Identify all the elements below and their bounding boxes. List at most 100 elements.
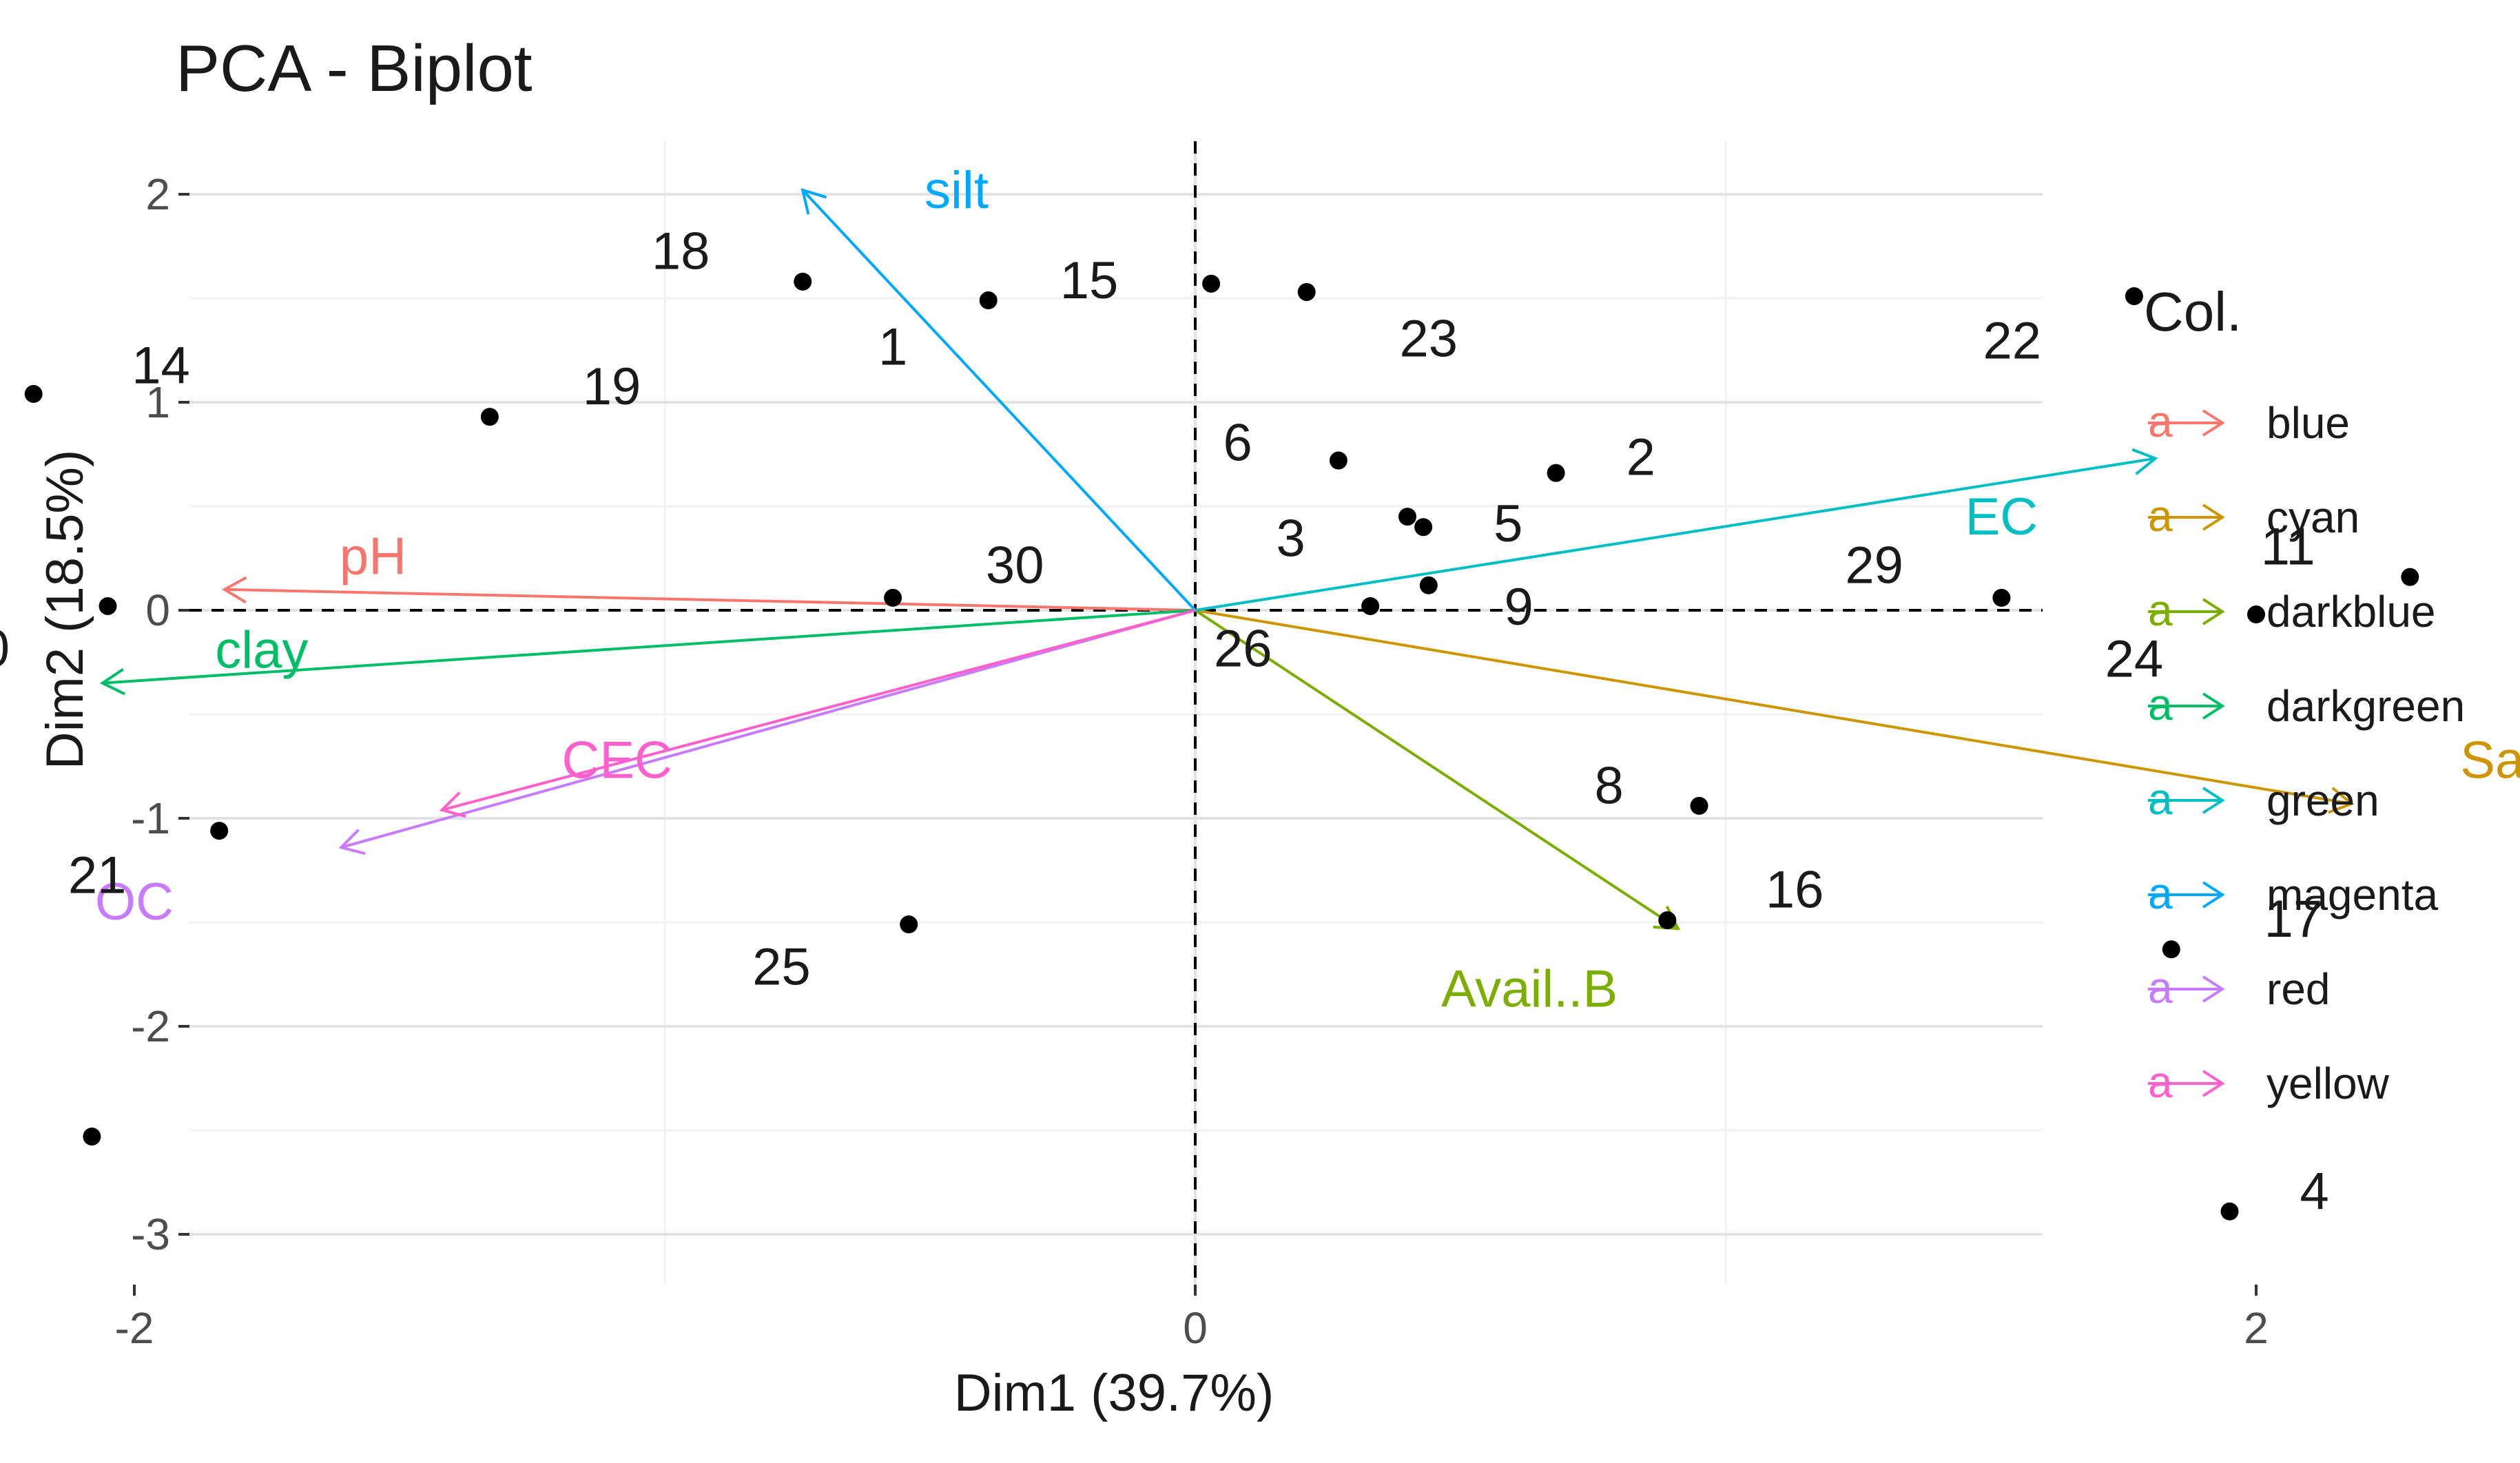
point-label: 20: [0, 619, 10, 678]
legend-key-head: [2202, 881, 2225, 909]
legend-label: blue: [2266, 398, 2350, 448]
point-label: 8: [1594, 757, 1623, 816]
data-point-10: 10: [83, 1128, 101, 1146]
legend-label: cyan: [2266, 492, 2359, 542]
point-label: 26: [1214, 619, 1272, 678]
legend-item-cyan: a cyan: [2148, 491, 2359, 542]
data-point-5: 5: [1414, 495, 1522, 553]
data-point-6: 6: [1223, 413, 1347, 472]
point-marker: [83, 1128, 101, 1146]
legend-item-magenta: a magenta: [2148, 869, 2438, 920]
data-point-3: 3: [1276, 508, 1416, 568]
arrow-shaft: [224, 588, 1196, 612]
x-tick-label: 0: [1183, 1303, 1208, 1353]
variable-label: clay: [215, 621, 308, 679]
point-marker: [1547, 464, 1565, 482]
point-label: 15: [1060, 251, 1119, 310]
point-marker: [1297, 282, 1316, 301]
point-marker: [1658, 911, 1677, 929]
data-point-14: 14: [24, 337, 190, 403]
y-tick-label: 2: [145, 169, 170, 219]
point-marker: [2220, 1202, 2239, 1221]
point-label: 4: [2300, 1163, 2329, 1221]
chart-title: PCA - Biplot: [176, 32, 533, 105]
point-label: 2: [1626, 428, 1655, 487]
legend-key-arrow-icon: a: [2148, 397, 2225, 446]
data-point-22: 22: [1983, 287, 2143, 370]
data-point-24: 24: [2105, 605, 2265, 688]
legend-key-arrow-icon: a: [2148, 1057, 2225, 1107]
point-label: 23: [1400, 309, 1458, 368]
data-point-8: 8: [1594, 757, 1708, 816]
point-label: 18: [652, 222, 710, 281]
individual-points: 1234567891011121314151617181920212223242…: [0, 222, 2419, 1221]
data-point-16: 16: [1658, 861, 1824, 929]
point-marker: [900, 915, 918, 934]
point-label: 17: [2264, 890, 2323, 948]
y-tick-label: 1: [145, 377, 170, 427]
legend-key-head: [2202, 598, 2225, 625]
legend-item-red: a red: [2148, 963, 2331, 1014]
legend-label: darkblue: [2266, 587, 2436, 636]
point-label: 3: [1276, 509, 1305, 568]
point-marker: [979, 291, 998, 310]
y-tick-label: -1: [131, 793, 170, 843]
data-point-17: 17: [2162, 890, 2323, 959]
legend-key-head: [2202, 787, 2225, 814]
point-marker: [24, 384, 43, 403]
data-point-30: 30: [884, 537, 1044, 607]
arrow-shaft: [340, 609, 1196, 849]
data-point-15: 15: [1060, 251, 1221, 310]
data-point-9: 9: [1419, 576, 1533, 636]
point-marker: [2401, 568, 2419, 586]
legend-title: Col.: [2144, 281, 2242, 342]
point-label: 29: [1845, 537, 1903, 595]
y-tick-label: -3: [131, 1210, 170, 1259]
y-tick-label: -2: [131, 1002, 170, 1051]
variable-arrow-ph: pH: [221, 527, 1196, 612]
point-marker: [884, 588, 902, 607]
legend-key-head: [2202, 1070, 2225, 1097]
variable-arrow-avail-b: Avail..B: [1194, 609, 1681, 1019]
legend-key-head: [2202, 409, 2225, 437]
point-marker: [1419, 576, 1438, 594]
variable-arrow-clay: clay: [99, 609, 1196, 696]
x-axis-title: Dim1 (39.7%): [954, 1364, 1274, 1422]
variable-arrow-oc: OC: [95, 609, 1196, 931]
legend-item-yellow: a yellow: [2148, 1057, 2390, 1108]
point-marker: [2247, 605, 2265, 624]
point-marker: [1202, 274, 1221, 293]
point-label: 6: [1223, 413, 1252, 472]
point-label: 1: [878, 318, 907, 376]
arrow-head: [801, 188, 827, 215]
point-marker: [794, 272, 812, 291]
point-label: 16: [1766, 861, 1824, 920]
data-point-20: 20: [0, 596, 117, 678]
variable-arrows: pH Sand Avail..B clay EC silt OC CEC: [95, 161, 2520, 1019]
variable-label: Sand: [2460, 731, 2520, 789]
point-label: 24: [2105, 630, 2164, 688]
legend-label: darkgreen: [2266, 681, 2465, 731]
arrow-shaft: [1195, 457, 2156, 612]
legend-key-arrow-icon: a: [2148, 774, 2225, 824]
variable-label: OC: [95, 873, 174, 931]
point-label: 19: [583, 357, 641, 416]
variable-arrow-ec: EC: [1195, 448, 2158, 612]
legend-key-head: [2202, 975, 2225, 1003]
y-axis-ticks: 2 1 0 -1 -2 -3: [131, 169, 189, 1259]
legend-key-arrow-icon: a: [2148, 680, 2225, 729]
arrow-head: [439, 791, 466, 818]
variable-label: CEC: [561, 731, 672, 789]
data-point-2: 2: [1547, 428, 1655, 487]
legend-key-arrow-icon: a: [2148, 491, 2225, 541]
arrow-shaft: [801, 189, 1197, 612]
x-tick-label: 2: [2244, 1303, 2269, 1353]
legend-item-blue: a blue: [2148, 397, 2350, 448]
variable-arrow-sand: Sand: [1195, 609, 2520, 814]
point-marker: [1992, 588, 2011, 607]
arrow-shaft: [102, 609, 1196, 685]
arrow-head: [99, 668, 125, 696]
arrow-head: [338, 829, 366, 855]
